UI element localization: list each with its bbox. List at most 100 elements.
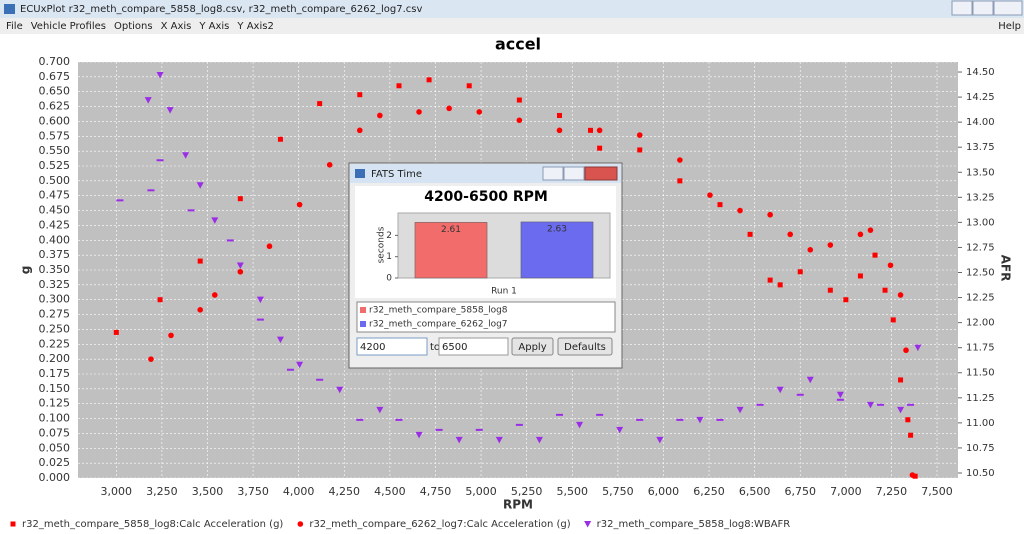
data-point [296,361,304,369]
data-point [882,287,888,293]
data-point [116,199,124,202]
y-tick-label: 0.075 [39,426,71,439]
fats-legend-box [356,301,616,333]
minimize-button[interactable] [542,166,564,181]
y2-tick-label: 12.25 [966,293,995,304]
defaults-button[interactable] [557,337,613,356]
data-point [156,72,164,79]
x-tick-label: 6,000 [648,485,680,498]
data-point [10,521,16,527]
legend-entry: r32_meth_compare_5858_log8:WBAFR [597,519,791,530]
legend-entry: r32_meth_compare_5858_log8 [369,306,508,316]
y-tick-label: 1 [386,252,392,262]
x-tick-label: Run 1 [491,287,517,297]
data-point [857,273,863,279]
from-input-value: 4200 [360,342,385,353]
y-axis-label: g [19,266,33,275]
legend-entry: r32_meth_compare_6262_log7:Calc Accelera… [309,519,570,530]
to-label: to [430,342,440,353]
data-point [696,416,704,424]
data-point [897,406,905,414]
y2-tick-label: 12.75 [966,242,995,253]
x-tick-label: 4,750 [420,485,452,498]
x-tick-label: 4,000 [283,485,315,498]
from-input[interactable] [356,337,428,356]
y2-tick-label: 14.00 [966,117,995,128]
data-point [596,413,604,416]
dialog-title: FATS Time [371,169,422,180]
data-point [237,268,244,275]
data-point [555,413,563,416]
data-point [148,356,154,362]
data-point [466,83,472,89]
data-point [767,277,773,283]
to-input[interactable] [438,337,509,356]
y-tick-label: 0.550 [39,144,71,157]
y-tick-label: 2 [386,231,392,241]
data-point [211,217,219,224]
y2-tick-label: 12.50 [966,268,995,279]
data-point [597,145,603,151]
data-point [113,329,119,335]
app-icon [4,4,15,14]
y-tick-label: 0.125 [39,397,71,410]
menu-item[interactable]: Y Axis [198,21,229,32]
y-tick-label: 0.325 [39,278,71,291]
data-point [596,127,603,134]
title-bar [0,0,1024,18]
maximize-button[interactable] [563,166,585,181]
data-point [495,436,503,444]
menu-item[interactable]: File [6,21,23,32]
menu-item[interactable]: Y Axis2 [236,21,273,32]
x-tick-label: 3,500 [192,485,224,498]
y-tick-label: 0.475 [39,189,71,202]
data-point [912,473,918,479]
menu-item[interactable]: Options [114,21,153,32]
data-point [296,201,303,208]
minimize-button[interactable] [951,0,973,16]
data-point [716,418,724,421]
data-point [616,426,624,434]
y-tick-label: 0.700 [39,55,71,68]
bar-value-label: 2.61 [441,225,461,235]
data-point [677,157,683,163]
x-tick-label: 5,000 [465,485,497,498]
menu-item[interactable]: Help [998,21,1021,32]
close-button[interactable] [993,0,1023,16]
x-tick-label: 6,250 [693,485,725,498]
x-tick-label: 3,250 [146,485,178,498]
maximize-button[interactable] [972,0,994,16]
menu-item[interactable]: Vehicle Profiles [31,21,106,32]
y-tick-label: 0.025 [39,456,71,469]
y2-tick-label: 13.75 [966,142,995,153]
data-point [356,418,364,421]
data-point [317,101,323,107]
data-point [396,83,402,89]
legend-entry: r32_meth_compare_6262_log7 [369,320,508,330]
y-tick-label: 0 [386,274,392,284]
data-point [357,92,363,98]
apply-button[interactable] [511,337,554,356]
y-tick-label: 0.350 [39,263,71,276]
x-tick-label: 4,250 [329,485,361,498]
y-tick-label: 0.000 [39,471,71,484]
x-tick-label: 5,250 [511,485,543,498]
defaults-button-label: Defaults [564,342,606,353]
legend-entry: r32_meth_compare_5858_log8:Calc Accelera… [22,519,283,530]
y-tick-label: 0.450 [39,204,71,217]
data-point [516,97,522,103]
y-tick-label: 0.675 [39,70,71,83]
to-input-value: 6500 [442,342,467,353]
y-axis-label: seconds [377,226,387,263]
menu-item[interactable]: X Axis [161,21,192,32]
data-point [905,417,911,423]
data-point [256,296,264,304]
data-point [336,386,344,394]
y2-tick-label: 11.50 [966,368,995,379]
data-point [909,472,916,478]
close-button[interactable] [584,166,618,181]
y2-tick-label: 13.50 [966,167,995,178]
x-tick-label: 7,250 [876,485,908,498]
data-point [156,159,164,162]
data-point [196,182,204,189]
